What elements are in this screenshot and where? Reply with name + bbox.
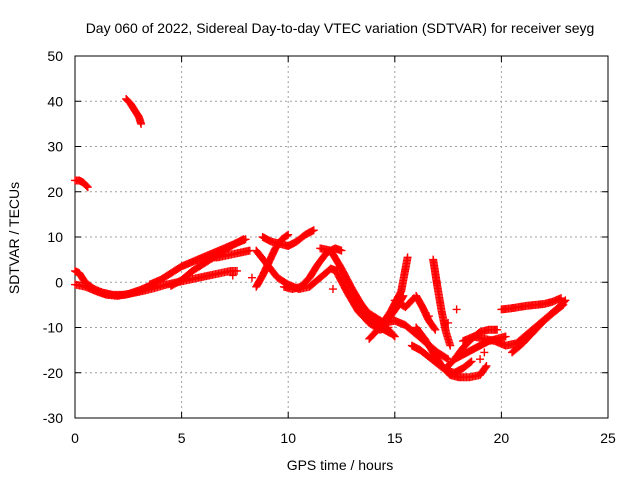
x-tick-label: 15 [387,430,403,446]
data-point [557,294,566,303]
data-point [466,358,475,367]
data-point [389,331,398,340]
data-point [452,305,461,314]
data-point [247,273,256,282]
series-arc-06 [166,235,248,290]
chart-title: Day 060 of 2022, Sidereal Day-to-day VTE… [86,20,595,36]
data-point [480,348,489,357]
x-tick-label: 5 [178,430,186,446]
data-point [309,226,318,235]
y-tick-label: -30 [43,410,63,426]
data-series [71,94,570,382]
x-tick-label: 20 [494,430,510,446]
data-point [444,318,453,327]
data-point [561,296,570,305]
data-point [390,332,399,341]
data-point [82,182,91,191]
data-point [424,312,433,321]
data-point [467,357,476,366]
series-arc-25 [508,300,568,357]
series-arc-07 [203,246,254,262]
axis-ticks: 0 5 10 15 20 25 -30 -20 -10 0 10 20 30 40 50 [43,48,616,446]
y-tick-label: -10 [43,320,63,336]
data-point [228,271,237,280]
series-arc-18 [412,323,491,382]
data-point [399,291,408,300]
data-point [493,325,502,334]
data-point [476,355,485,364]
data-point [233,266,242,275]
data-point [446,341,455,350]
data-point [284,230,293,239]
y-tick-label: 50 [47,48,63,64]
x-tick-label: 10 [280,430,296,446]
x-tick-label: 25 [600,430,616,446]
data-point [442,354,451,363]
data-point [430,324,439,333]
data-point [337,246,346,255]
series-arc-24 [497,294,566,314]
y-tick-label: 30 [47,139,63,155]
y-tick-label: 20 [47,184,63,200]
y-tick-label: 10 [47,229,63,245]
data-point [501,332,510,341]
y-axis-label: SDTVAR / TECUs [6,182,22,294]
y-tick-label: 40 [47,93,63,109]
x-axis-label: GPS time / hours [287,457,394,473]
data-point [558,301,567,310]
grid [75,56,608,418]
series-arc-09 [252,230,293,291]
x-tick-label: 0 [71,430,79,446]
series-arc-02 [71,176,92,192]
y-tick-label: 0 [55,274,63,290]
series-arc-10 [258,226,318,251]
data-point [83,183,92,192]
series-arc-16 [365,253,412,343]
series-arc-26 [390,294,418,312]
data-point [282,231,291,240]
series-arc-01 [122,94,146,128]
data-point [239,235,248,244]
data-point [348,294,357,303]
data-point [403,253,412,262]
data-point [559,300,568,309]
data-point [398,293,407,302]
data-point [481,363,490,372]
series-arc-20 [429,255,455,350]
y-tick-label: -20 [43,365,63,381]
series-scatter-points [228,271,489,364]
data-point [431,325,440,334]
data-point [137,119,146,128]
data-point [482,361,491,370]
data-point [328,285,337,294]
series-arc-04 [71,280,154,300]
